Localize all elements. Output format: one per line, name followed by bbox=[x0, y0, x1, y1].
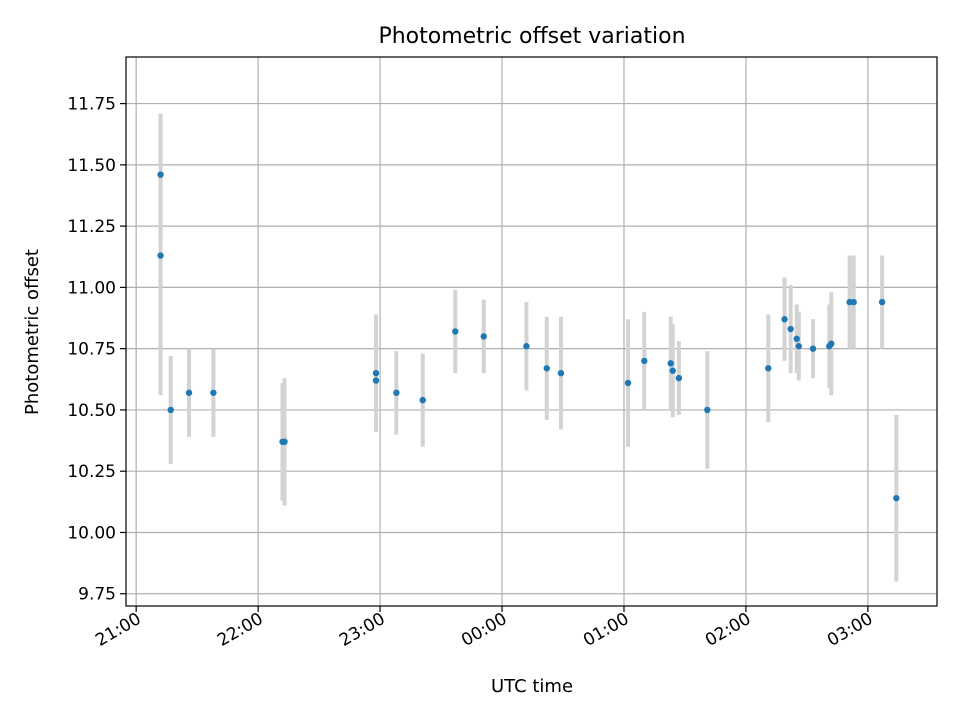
data-point bbox=[393, 389, 400, 396]
data-point bbox=[893, 494, 900, 502]
data-point bbox=[557, 369, 565, 377]
y-tick-label: 11.00 bbox=[67, 278, 116, 298]
y-tick-label: 10.25 bbox=[67, 462, 116, 482]
data-points bbox=[157, 171, 900, 502]
data-point bbox=[167, 406, 174, 414]
data-point bbox=[185, 389, 193, 396]
y-tick-label: 10.75 bbox=[67, 340, 116, 360]
y-tick-label: 11.50 bbox=[67, 156, 116, 176]
y-tick-label: 11.25 bbox=[67, 217, 116, 237]
data-point bbox=[675, 374, 683, 382]
data-point bbox=[781, 316, 788, 323]
y-tick-label: 11.75 bbox=[67, 95, 116, 115]
data-point bbox=[157, 171, 164, 178]
data-point bbox=[523, 343, 530, 350]
data-point bbox=[452, 328, 459, 335]
data-point bbox=[281, 438, 288, 445]
data-point bbox=[372, 369, 380, 377]
y-axis-ticks: 9.75 10.00 10.25 10.50 10.75 11.00 11.25 11.50 1… bbox=[67, 95, 126, 605]
data-point bbox=[667, 360, 674, 367]
data-point bbox=[641, 357, 648, 365]
y-tick-label: 10.00 bbox=[67, 523, 116, 543]
data-point bbox=[419, 396, 426, 404]
chart-title: Photometric offset variation bbox=[378, 24, 685, 49]
data-point bbox=[480, 333, 487, 340]
data-point bbox=[210, 389, 217, 396]
data-point bbox=[704, 406, 711, 414]
data-point bbox=[828, 340, 835, 347]
data-point bbox=[543, 365, 550, 372]
data-point bbox=[372, 377, 380, 384]
y-tick-label: 10.50 bbox=[67, 401, 116, 421]
data-point bbox=[809, 345, 817, 352]
data-point bbox=[157, 252, 164, 259]
data-point bbox=[765, 365, 772, 372]
data-point bbox=[787, 325, 794, 333]
data-point bbox=[793, 335, 800, 343]
data-point bbox=[878, 298, 886, 306]
data-point bbox=[624, 379, 632, 387]
plot-frame bbox=[125, 56, 938, 607]
data-point bbox=[850, 298, 857, 306]
x-axis-label: UTC time bbox=[491, 676, 573, 697]
data-point bbox=[669, 367, 676, 374]
y-axis-label: Photometric offset bbox=[22, 249, 43, 415]
y-tick-label: 9.75 bbox=[78, 585, 116, 605]
grid bbox=[126, 57, 937, 606]
data-point bbox=[795, 343, 802, 350]
